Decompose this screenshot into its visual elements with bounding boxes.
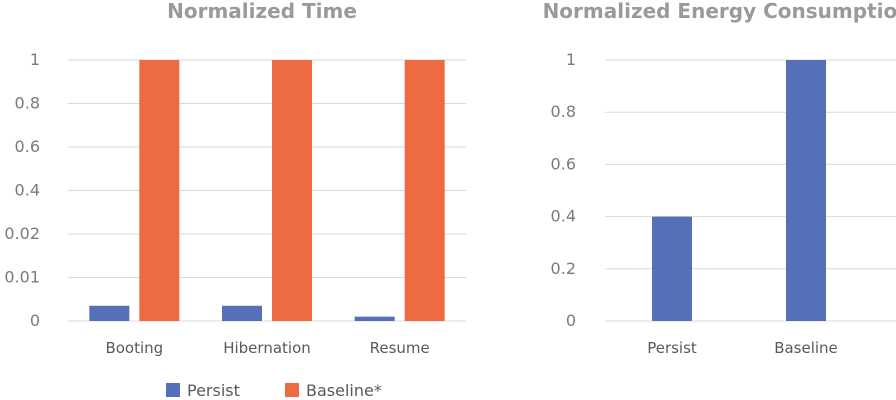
chart1-y-tick-label: 0.4: [15, 181, 40, 200]
chart1-y-tick-label: 0.6: [15, 137, 40, 156]
legend-label-persist: Persist: [187, 381, 240, 400]
chart1-bar-baseline-hibernation: [272, 60, 312, 321]
chart1-x-tick-label: Booting: [105, 339, 163, 357]
chart2-bar-baseline: [786, 60, 826, 321]
chart2-y-tick-label: 0.2: [551, 259, 576, 278]
chart1-bar-baseline-resume: [404, 60, 445, 321]
chart1-x-tick-label: Hibernation: [223, 339, 311, 357]
chart2-title: Normalized Energy Consumption: [543, 0, 896, 23]
chart1-y-tick-label: 1: [30, 50, 40, 69]
chart2-bar-persist: [652, 216, 692, 321]
chart2-plot: 0 0.2 0.4 0.6 0.8 1 Persist Baseline: [551, 50, 896, 357]
chart1-bar-baseline-booting: [139, 60, 180, 321]
chart2-x-tick-label: Persist: [647, 339, 697, 357]
chart1-y-tick-label: 0.02: [4, 224, 40, 243]
chart1-title: Normalized Time: [167, 0, 357, 23]
chart1-bar-persist-hibernation: [222, 305, 262, 321]
legend-label-baseline: Baseline*: [306, 381, 382, 400]
chart1-y-tick-label: 0: [30, 311, 40, 330]
legend-swatch-baseline: [285, 383, 299, 397]
chart2-y-tick-label: 0: [566, 311, 576, 330]
chart1-bar-persist-resume: [354, 316, 395, 321]
chart2-y-tick-label: 0.8: [551, 102, 576, 121]
chart1-y-tick-label: 0.01: [4, 268, 40, 287]
chart2-y-tick-label: 0.4: [551, 207, 576, 226]
chart1-plot: 0 0.01 0.02 0.4 0.6 0.8 1 Booting Hibernation Res…: [4, 50, 466, 357]
chart2-x-tick-label: Baseline: [774, 339, 838, 357]
chart1-legend: Persist Baseline*: [166, 381, 382, 400]
chart2-y-tick-label: 1: [566, 50, 576, 69]
chart1-y-tick-label: 0.8: [15, 94, 40, 113]
chart1-x-tick-label: Resume: [370, 339, 430, 357]
legend-swatch-persist: [166, 383, 180, 397]
chart1-bar-persist-booting: [89, 305, 130, 321]
chart2-y-tick-label: 0.6: [551, 154, 576, 173]
